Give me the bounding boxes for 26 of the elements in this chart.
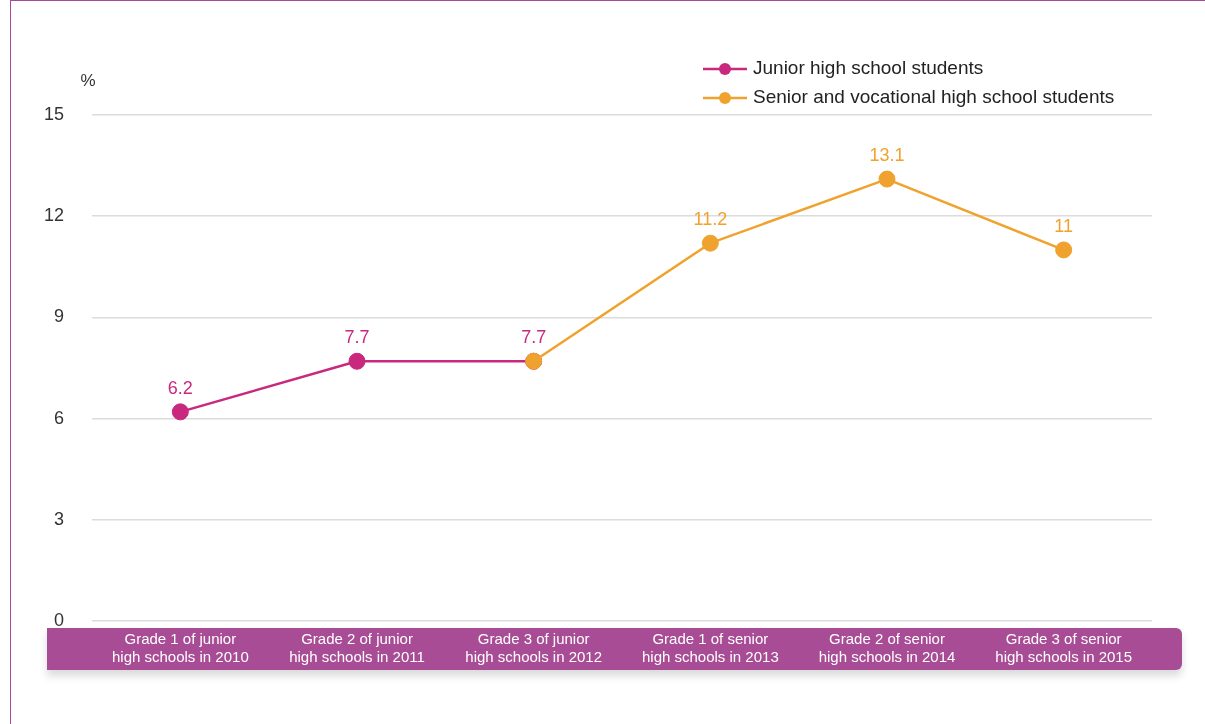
data-label: 6.2 [167,377,193,398]
x-tick-label: Grade 3 of junior high schools in 2012 [465,630,603,666]
data-label: 11.2 [693,209,728,230]
legend-label: Junior high school students [753,57,984,79]
point [348,352,366,370]
y-tick-label: 3 [53,508,64,529]
y-tick-label: 0 [53,609,64,630]
y-tick-label: 12 [43,205,64,226]
x-tick-label: Grade 1 of junior high schools in 2010 [111,630,249,666]
x-tick-label: Grade 2 of junior high schools in 2011 [289,630,425,666]
y-tick-label: 9 [53,306,64,327]
point [878,170,896,188]
x-tick-label: Grade 3 of senior high schools in 2015 [995,630,1133,666]
data-label: 7.7 [521,327,547,348]
x-tick-label: Grade 2 of senior high schools in 2014 [818,630,956,666]
point [171,403,189,421]
point [1055,241,1073,259]
data-label: 13.1 [869,145,905,166]
x-tick-label: Grade 1 of senior high schools in 2013 [641,630,779,666]
y-tick-label: 6 [53,407,64,428]
y-tick-label: 15 [43,103,64,124]
data-label: 7.7 [344,327,370,348]
legend-label: Senior and vocational high school students [753,86,1115,108]
point [701,234,719,252]
data-label: 11 [1054,215,1074,236]
y-axis-title: % [80,71,96,91]
